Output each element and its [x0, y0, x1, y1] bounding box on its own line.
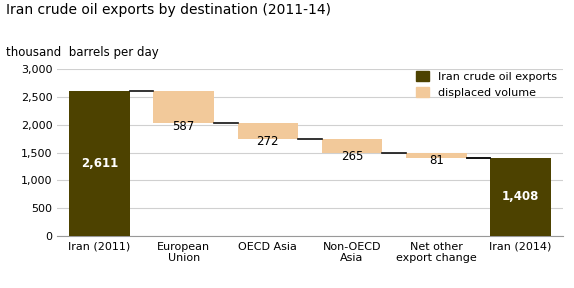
- Bar: [153, 91, 214, 124]
- Legend: Iran crude oil exports, displaced volume: Iran crude oil exports, displaced volume: [416, 71, 557, 98]
- Text: 81: 81: [429, 154, 444, 167]
- Text: Iran crude oil exports by destination (2011-14): Iran crude oil exports by destination (2…: [6, 3, 331, 17]
- Text: 265: 265: [341, 150, 363, 163]
- Bar: [322, 139, 382, 154]
- Text: 587: 587: [173, 120, 195, 133]
- Bar: [238, 124, 298, 139]
- Text: 2,611: 2,611: [81, 157, 118, 170]
- Text: thousand  barrels per day: thousand barrels per day: [6, 46, 158, 59]
- Text: 1,408: 1,408: [502, 190, 539, 203]
- Bar: [406, 154, 467, 158]
- Bar: [69, 91, 130, 236]
- Text: 272: 272: [257, 135, 279, 148]
- Bar: [490, 158, 550, 236]
